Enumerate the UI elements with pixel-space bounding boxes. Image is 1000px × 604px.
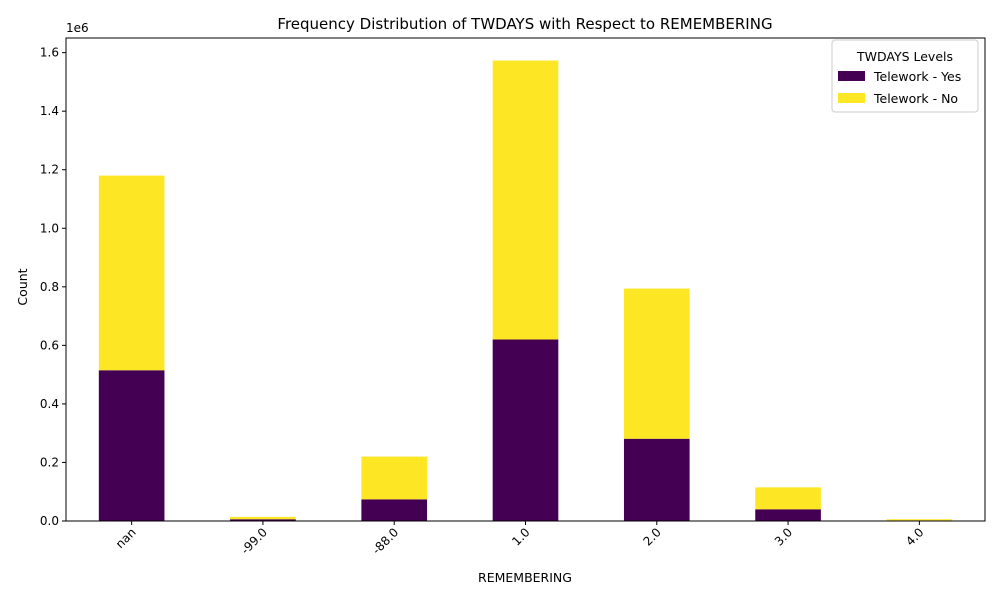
legend-swatch-telework-no — [838, 93, 865, 103]
x-tick-label: 1.0 — [509, 525, 532, 548]
plot-area: 0.0 0.2 0.4 0.6 0.8 1.0 1.2 1.4 1.6 nan -99.0 -88.0… — [40, 37, 986, 557]
y-tick-label: 1.6 — [40, 46, 59, 60]
y-tick-label: 0.2 — [40, 455, 59, 469]
x-tick-label: -88.0 — [369, 525, 401, 557]
bar-telework-no-0 — [98, 175, 165, 371]
bar-telework-yes-3 — [492, 339, 559, 521]
y-axis-offset-text: 1e6 — [66, 21, 89, 35]
y-tick-label: 0.8 — [40, 280, 59, 294]
bar-telework-no-2 — [361, 456, 428, 500]
x-tick-label: 3.0 — [772, 525, 795, 548]
bar-telework-no-5 — [755, 487, 821, 510]
legend-title: TWDAYS Levels — [856, 49, 953, 64]
bar-telework-no-4 — [623, 288, 690, 439]
bar-telework-yes-2 — [361, 499, 428, 521]
bar-telework-yes-5 — [755, 509, 821, 521]
x-tick-label: nan — [113, 525, 139, 551]
x-tick-label: 2.0 — [641, 525, 664, 548]
bar-telework-no-6 — [886, 519, 953, 521]
y-tick-label: 1.2 — [40, 163, 59, 177]
bar-telework-no-1 — [230, 516, 296, 520]
y-tick-label: 1.4 — [40, 104, 59, 118]
chart-title: Frequency Distribution of TWDAYS with Re… — [277, 15, 772, 33]
y-tick-label: 0.4 — [40, 397, 59, 411]
legend-label-telework-no: Telework - No — [873, 91, 958, 106]
x-tick-label: -99.0 — [238, 525, 270, 557]
legend-box — [831, 39, 979, 113]
legend: TWDAYS Levels Telework - Yes Telework - No — [831, 39, 979, 113]
bar-telework-yes-0 — [98, 370, 165, 521]
bar-telework-no-3 — [492, 60, 559, 340]
y-tick-label: 0.0 — [40, 514, 59, 528]
legend-swatch-telework-yes — [838, 71, 865, 81]
bar-telework-yes-4 — [623, 438, 690, 521]
y-axis-label: Count — [15, 268, 30, 305]
y-tick-label: 0.6 — [40, 338, 59, 352]
x-tick-label: 4.0 — [903, 525, 926, 548]
y-tick-label: 1.0 — [40, 221, 59, 235]
x-axis-label: REMEMBERING — [478, 570, 572, 585]
bar-telework-yes-1 — [230, 519, 296, 521]
legend-label-telework-yes: Telework - Yes — [873, 69, 961, 84]
